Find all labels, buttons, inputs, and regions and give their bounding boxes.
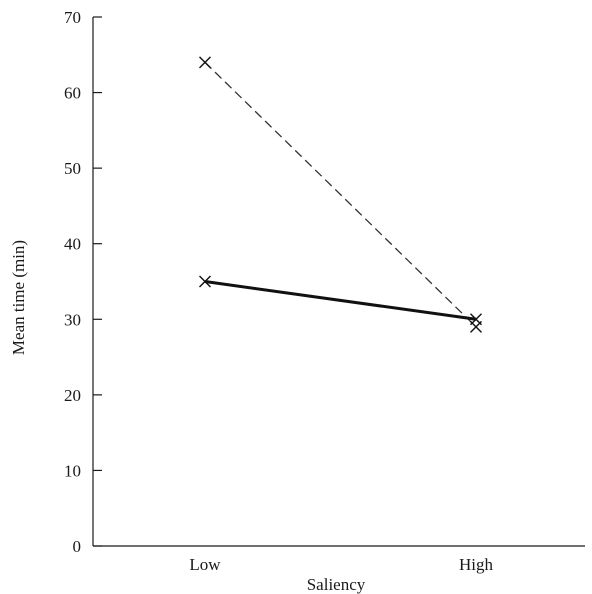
y-tick-label: 0 <box>73 537 82 556</box>
data-point-x-marker <box>470 313 482 326</box>
data-point-x-marker <box>199 275 211 288</box>
y-axis-title: Mean time (min) <box>9 240 28 355</box>
series-line-solid <box>204 280 477 321</box>
y-tick-label: 40 <box>64 235 81 254</box>
x-axis-title: Saliency <box>307 575 366 594</box>
series-line-dashed <box>204 61 477 328</box>
y-tick-label: 30 <box>64 310 81 329</box>
y-tick-label: 20 <box>64 386 81 405</box>
y-tick-label: 50 <box>64 159 81 178</box>
y-tick-label: 60 <box>64 84 81 103</box>
axes <box>92 16 585 547</box>
series-group <box>199 56 482 333</box>
data-point-x-marker <box>199 56 211 69</box>
x-category-label: High <box>459 555 494 574</box>
labels-group: 0 10 20 30 40 50 60 70 Low High Saliency Mean time … <box>9 8 494 594</box>
x-category-label: Low <box>189 555 221 574</box>
y-tick-label: 10 <box>64 461 81 480</box>
y-tick-label: 70 <box>64 8 81 27</box>
